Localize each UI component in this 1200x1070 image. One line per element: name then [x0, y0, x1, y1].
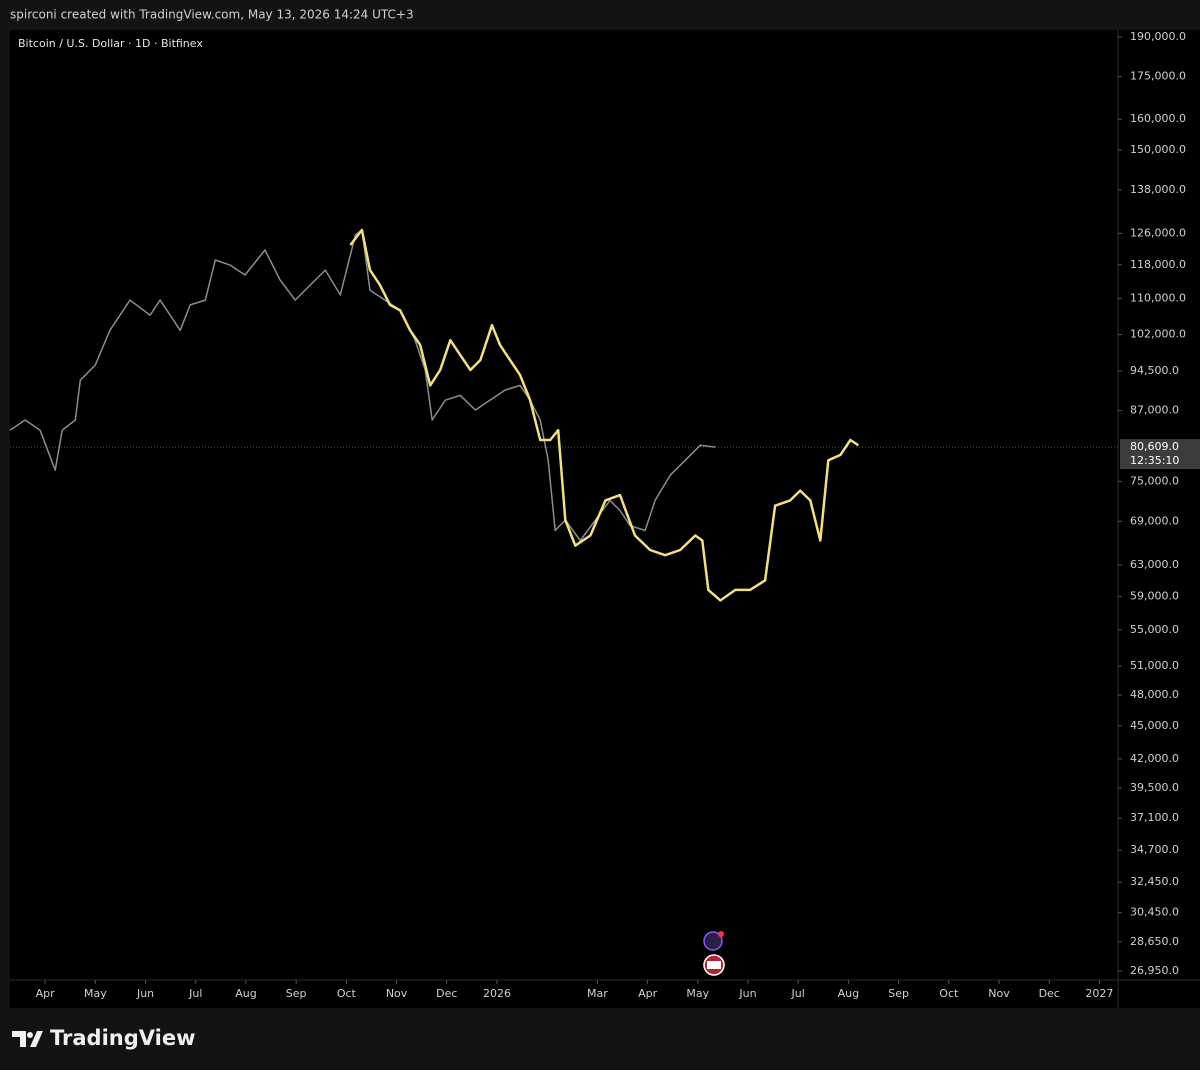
- x-tick-label: Nov: [386, 987, 408, 1000]
- x-tick-label: Dec: [436, 987, 457, 1000]
- y-tick-label: 75,000.0: [1130, 475, 1179, 488]
- logo-mark: [27, 1032, 33, 1038]
- icon: [703, 931, 723, 951]
- credit: spirconi created with TradingView.com, M…: [10, 8, 414, 22]
- y-tick-label: 190,000.0: [1130, 30, 1186, 43]
- x-tick-label: Aug: [235, 987, 256, 1000]
- y-tick-label: 48,000.0: [1130, 688, 1179, 701]
- countdown: 12:35:10: [1130, 454, 1179, 467]
- y-tick-label: 26,950.0: [1130, 964, 1179, 977]
- symbol-title: Bitcoin / U.S. Dollar · 1D · Bitfinex: [18, 37, 203, 50]
- y-tick-label: 51,000.0: [1130, 659, 1179, 672]
- y-tick-label: 94,500.0: [1130, 364, 1179, 377]
- y-tick-label: 102,000.0: [1130, 327, 1186, 340]
- price-axis: [1118, 30, 1200, 980]
- y-tick-label: 110,000.0: [1130, 291, 1186, 304]
- logo-mark: [12, 1031, 43, 1047]
- y-tick-label: 30,450.0: [1130, 906, 1179, 919]
- x-tick-label: Jul: [791, 987, 805, 1000]
- x-tick-label: Nov: [988, 987, 1010, 1000]
- x-tick-label: Apr: [638, 987, 658, 1000]
- brand: TradingView: [50, 1026, 195, 1050]
- x-tick-label: Oct: [337, 987, 357, 1000]
- x-tick-label: Sep: [286, 987, 307, 1000]
- y-tick-label: 69,000.0: [1130, 514, 1179, 527]
- x-tick-label: Sep: [888, 987, 909, 1000]
- y-tick-label: 59,000.0: [1130, 589, 1179, 602]
- y-tick-label: 126,000.0: [1130, 226, 1186, 239]
- x-tick-label: Mar: [587, 987, 608, 1000]
- x-tick-label: Jun: [136, 987, 154, 1000]
- y-tick-label: 118,000.0: [1130, 258, 1186, 271]
- x-tick-label: May: [686, 987, 709, 1000]
- x-tick-label: 2027: [1085, 987, 1113, 1000]
- y-tick-label: 55,000.0: [1130, 623, 1179, 636]
- y-tick-label: 37,100.0: [1130, 811, 1179, 824]
- price-box: [1120, 439, 1200, 470]
- x-tick-label: Aug: [838, 987, 859, 1000]
- y-tick-label: 160,000.0: [1130, 112, 1186, 125]
- y-tick-label: 87,000.0: [1130, 404, 1179, 417]
- y-tick-label: 32,450.0: [1130, 875, 1179, 888]
- y-tick-label: 175,000.0: [1130, 69, 1186, 82]
- icon: [707, 961, 721, 969]
- event-icons: [703, 931, 725, 976]
- x-tick-label: Oct: [939, 987, 959, 1000]
- icon: [718, 931, 724, 937]
- y-tick-label: 42,000.0: [1130, 752, 1179, 765]
- y-tick-label: 45,000.0: [1130, 719, 1179, 732]
- x-tick-label: 2026: [483, 987, 511, 1000]
- x-tick-label: Apr: [36, 987, 56, 1000]
- y-tick-label: 39,500.0: [1130, 781, 1179, 794]
- price-series: [349, 228, 860, 602]
- x-tick-label: Dec: [1039, 987, 1060, 1000]
- last-price-label: 80,609.0: [1130, 440, 1179, 453]
- y-tick-label: 150,000.0: [1130, 143, 1186, 156]
- y-tick-label: 63,000.0: [1130, 558, 1179, 571]
- y-tick-label: 34,700.0: [1130, 843, 1179, 856]
- x-tick-label: Jun: [738, 987, 756, 1000]
- x-tick-label: Jul: [188, 987, 202, 1000]
- y-tick-label: 138,000.0: [1130, 183, 1186, 196]
- logo: [12, 1031, 43, 1047]
- x-tick-label: May: [84, 987, 107, 1000]
- time-axis: [10, 980, 1200, 1008]
- y-tick-label: 28,650.0: [1130, 935, 1179, 948]
